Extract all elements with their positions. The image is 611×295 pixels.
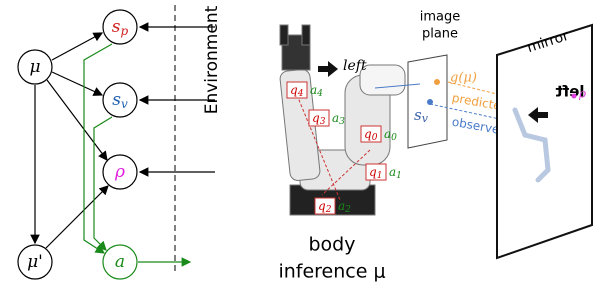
subscript: 1 — [396, 171, 402, 181]
mirror-marker: ρ — [578, 87, 586, 101]
caption-line: inference μ — [278, 261, 385, 283]
subscript: 0 — [372, 133, 378, 143]
symbol: a — [310, 83, 317, 97]
symbol: μ — [29, 57, 40, 77]
symbol: s — [112, 90, 121, 110]
subscript: 3 — [339, 117, 345, 127]
figure: Environment μspsvρμ'a q4a4q3a3q0a0q1a1q2… — [0, 0, 611, 295]
subscript: p — [121, 24, 129, 38]
subscript: 3 — [320, 117, 326, 127]
joint-a: a0 — [384, 127, 397, 143]
edges — [35, 27, 215, 248]
symbol: a — [338, 199, 345, 213]
node-label: a — [115, 252, 125, 272]
subscript: 1 — [377, 171, 383, 181]
node-label: μ' — [27, 252, 43, 272]
symbol: a — [332, 111, 339, 125]
subscript: 4 — [316, 89, 323, 99]
plane-title: plane — [422, 27, 458, 42]
subscript: 4 — [297, 89, 304, 99]
predicted-point — [434, 79, 440, 85]
mirror: mirror left ρ — [497, 25, 592, 258]
subscript: 2 — [344, 205, 351, 215]
direction-label: left — [343, 58, 367, 74]
joint-a: a3 — [332, 111, 345, 127]
environment-label: Environment — [202, 5, 222, 114]
node-label: ρ — [114, 162, 125, 182]
subscript: 2 — [325, 205, 332, 215]
caption-line: body — [309, 234, 356, 256]
joint-a: a4 — [310, 83, 323, 99]
joint-a: a1 — [389, 165, 402, 181]
observed-point — [427, 99, 433, 105]
subscript: 0 — [391, 133, 397, 143]
projection-label: g(μ) — [450, 71, 477, 86]
subscript: v — [121, 97, 128, 111]
plane-title: image — [420, 10, 461, 25]
subscript: v — [422, 112, 429, 125]
node-label: μ — [29, 57, 40, 77]
symbol: s — [112, 17, 121, 37]
symbol: a — [389, 165, 396, 179]
symbol: a — [115, 252, 125, 272]
green-edges — [84, 44, 190, 262]
symbol: ρ — [114, 162, 125, 182]
symbol: μ' — [27, 252, 43, 272]
symbol: a — [384, 127, 391, 141]
